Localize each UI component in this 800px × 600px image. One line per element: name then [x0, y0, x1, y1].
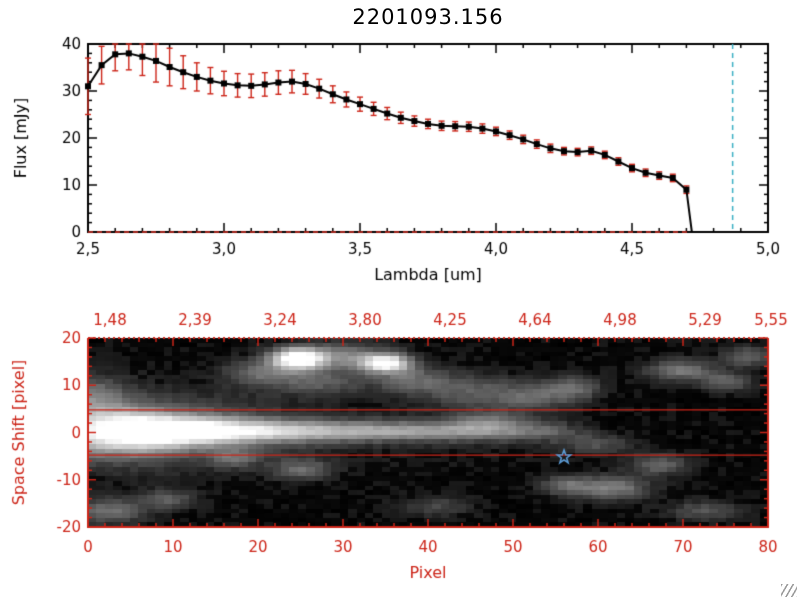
- spectral-image-plot[interactable]: [0, 300, 800, 600]
- spectrum-plot[interactable]: [0, 28, 800, 300]
- plot-title: 2201093.156: [352, 5, 504, 29]
- resize-grip[interactable]: [781, 584, 797, 597]
